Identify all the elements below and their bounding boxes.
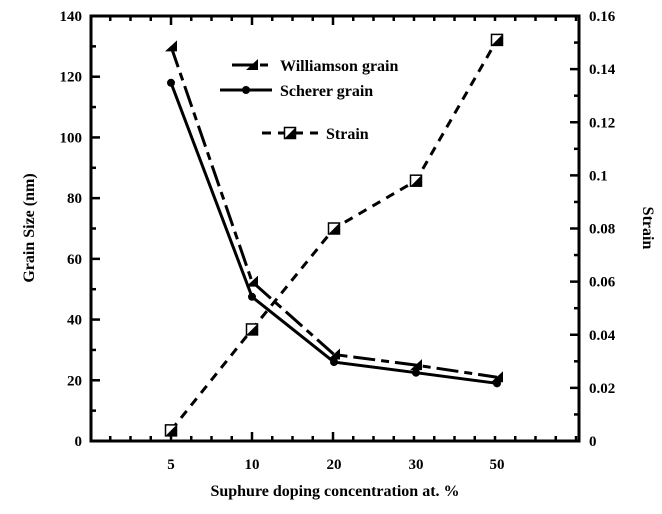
legend-label: Scherer grain xyxy=(280,83,373,100)
y2-tick-label: 0.04 xyxy=(589,328,616,344)
series-williamson-grain xyxy=(165,40,503,383)
y2-tick-label: 0.08 xyxy=(589,222,615,238)
x-tick-label: 5 xyxy=(167,457,175,473)
x-tick-label: 50 xyxy=(490,457,505,473)
triangle-marker xyxy=(246,59,258,70)
axes: 0 20 40 60 80 100 120 140 0 0.02 0.04 0.06 0.08 0.1 0.… xyxy=(60,9,616,473)
square-marker-fill xyxy=(410,175,422,187)
y2-tick-label: 0.1 xyxy=(589,168,608,184)
y-tick-label: 140 xyxy=(60,9,83,25)
y-tick-label: 20 xyxy=(67,373,82,389)
legend: Williamson grain Scherer grain Strain xyxy=(220,58,398,143)
y2-tick-label: 0.02 xyxy=(589,381,615,397)
circle-marker xyxy=(167,78,175,87)
triangle-marker xyxy=(410,359,422,371)
legend-label: Williamson grain xyxy=(280,58,398,75)
y-tick-label: 40 xyxy=(67,313,82,329)
series-strain xyxy=(164,33,504,437)
legend-item: Williamson grain xyxy=(232,58,398,75)
y2-axis-label: Strain xyxy=(639,207,656,250)
square-marker-fill xyxy=(284,127,296,139)
series-layer xyxy=(164,33,504,437)
y2-tick-label: 0.16 xyxy=(589,9,616,25)
series-scherer-grain xyxy=(167,78,501,388)
circle-marker xyxy=(242,86,250,94)
y-tick-label: 0 xyxy=(75,434,83,450)
square-marker-fill xyxy=(328,223,340,234)
triangle-marker xyxy=(491,371,503,383)
x-tick-label: 10 xyxy=(245,457,260,473)
y-tick-label: 60 xyxy=(67,252,82,268)
y2-tick-label: 0.14 xyxy=(589,62,616,78)
y-tick-label: 100 xyxy=(60,130,83,146)
circle-marker xyxy=(493,379,501,388)
legend-item: Strain xyxy=(262,126,369,143)
series-line xyxy=(169,45,498,379)
x-tick-label: 20 xyxy=(327,457,342,473)
x-axis-label: Suphure doping concentration at. % xyxy=(210,483,459,500)
y2-tick-label: 0 xyxy=(589,434,597,450)
circle-marker xyxy=(330,358,338,367)
square-marker-fill xyxy=(491,34,503,46)
triangle-marker xyxy=(328,348,340,360)
square-marker-fill xyxy=(246,323,258,335)
legend-item: Scherer grain xyxy=(220,83,373,100)
y2-tick-label: 0.12 xyxy=(589,115,615,131)
y-tick-label: 120 xyxy=(60,70,83,86)
circle-marker xyxy=(412,368,420,377)
square-marker-fill xyxy=(165,424,177,436)
y2-tick-label: 0.06 xyxy=(589,275,616,291)
y-tick-label: 80 xyxy=(67,191,82,207)
circle-marker xyxy=(248,292,256,301)
y-axis-label: Grain Size (nm) xyxy=(21,173,38,282)
triangle-marker xyxy=(165,40,177,52)
legend-label: Strain xyxy=(326,126,369,143)
x-tick-label: 30 xyxy=(409,457,424,473)
triangle-marker xyxy=(246,275,258,287)
